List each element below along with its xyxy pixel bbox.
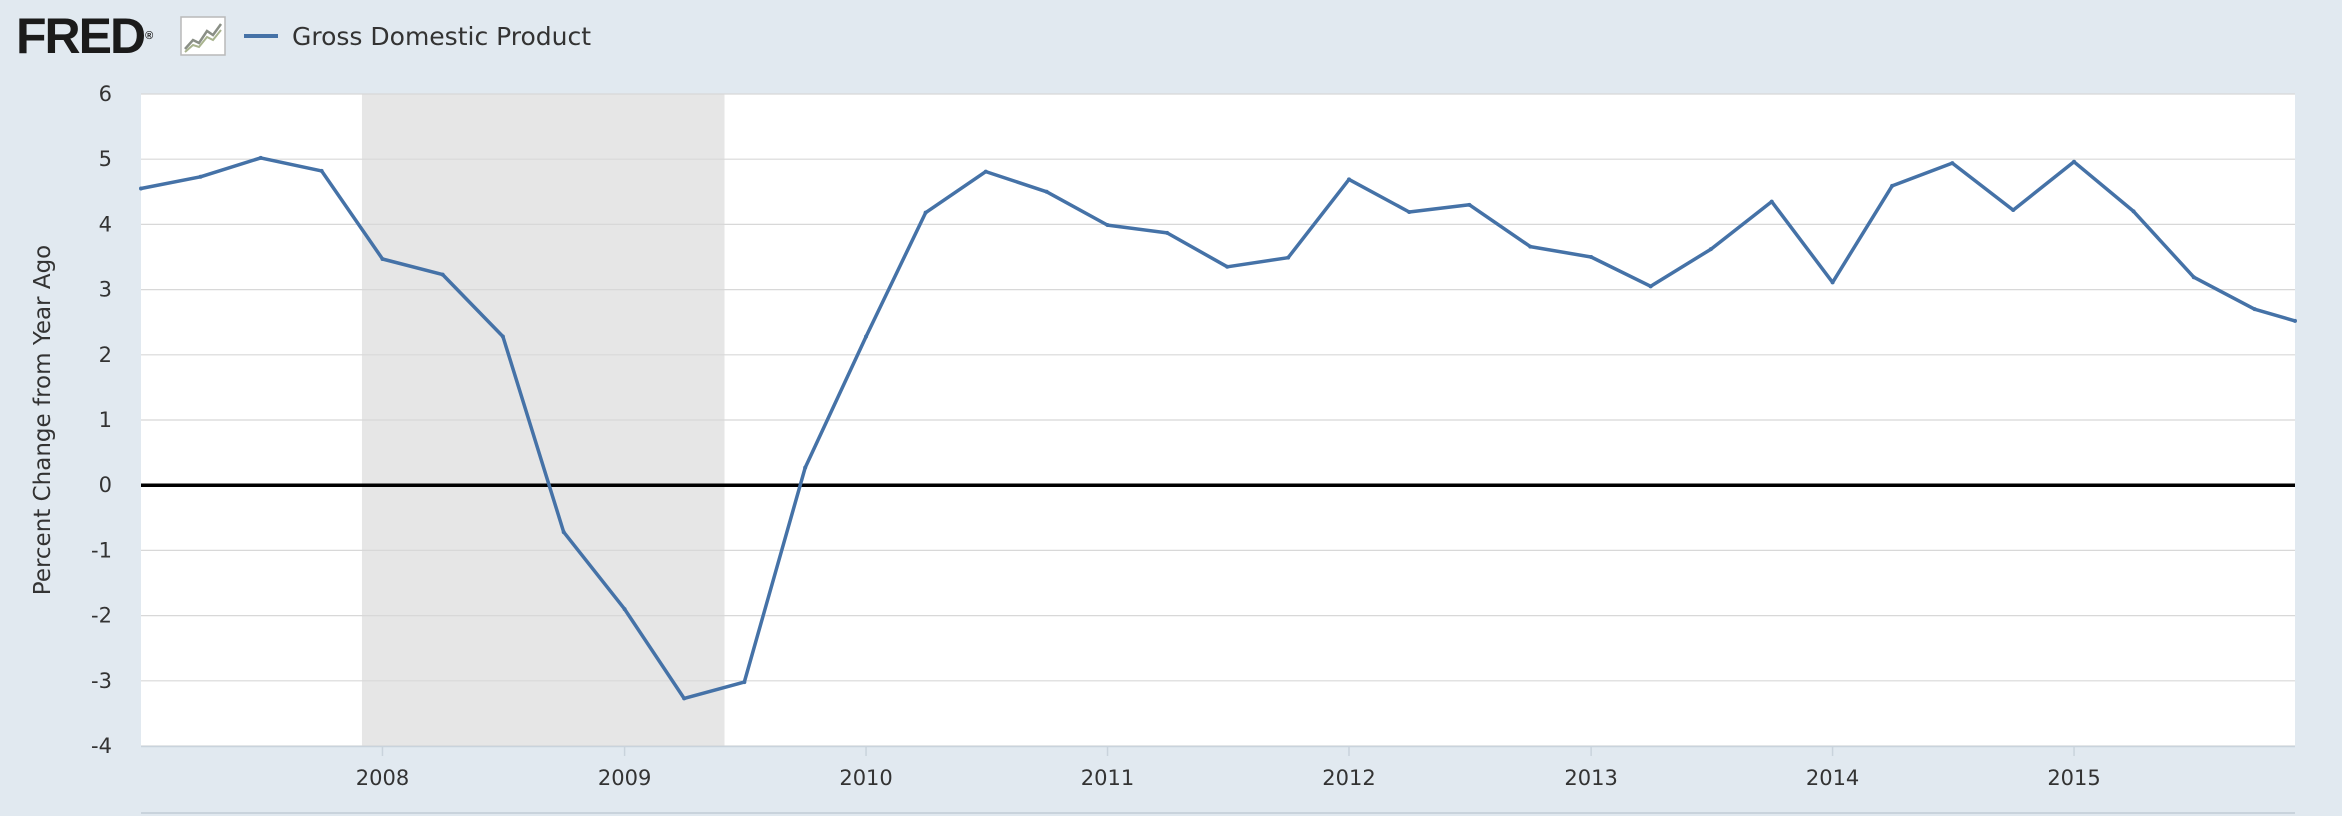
chart-legend[interactable]: Gross Domestic Product	[244, 20, 591, 52]
y-tick-label: 0	[99, 473, 112, 497]
data-point	[1225, 264, 1230, 269]
data-point	[1950, 161, 1955, 166]
data-point	[380, 256, 385, 261]
legend-label: Gross Domestic Product	[292, 21, 592, 51]
data-point	[139, 186, 143, 191]
y-tick-label: -4	[91, 734, 112, 758]
data-point	[1286, 255, 1291, 260]
data-point	[258, 155, 263, 160]
fred-logo-registered-mark: ®	[145, 30, 154, 42]
data-point	[198, 174, 203, 179]
x-tick-label: 2013	[1564, 766, 1617, 790]
y-tick-label: 5	[99, 147, 112, 171]
y-tick-label: 1	[99, 408, 112, 432]
data-point	[983, 169, 988, 174]
y-tick-label: 6	[99, 82, 112, 106]
data-point	[1105, 223, 1110, 228]
data-point	[1769, 199, 1774, 204]
data-point	[1346, 177, 1351, 182]
x-tick-label: 2009	[598, 766, 651, 790]
y-tick-label: -3	[91, 669, 112, 693]
data-point	[2131, 209, 2136, 214]
x-tick-label: 2014	[1806, 766, 1859, 790]
data-point	[2293, 318, 2297, 323]
data-point	[1165, 230, 1170, 235]
x-tick-label: 2010	[839, 766, 892, 790]
x-tick-label: 2008	[356, 766, 409, 790]
data-point	[561, 530, 566, 535]
y-tick-label: 4	[99, 212, 112, 236]
y-tick-label: 3	[99, 278, 112, 302]
data-point	[864, 334, 869, 339]
data-point	[1044, 189, 1049, 194]
chart-line-icon	[180, 16, 226, 56]
data-point	[2072, 159, 2077, 164]
x-tick-label: 2015	[2047, 766, 2100, 790]
data-point	[622, 607, 627, 612]
legend-swatch	[244, 34, 278, 38]
data-point	[1830, 280, 1835, 285]
data-point	[1890, 183, 1895, 188]
y-tick-label: 2	[99, 343, 112, 367]
series-group	[139, 155, 2297, 701]
fred-logo[interactable]: FRED®	[16, 8, 153, 64]
data-point	[1589, 255, 1594, 259]
data-point	[1467, 202, 1472, 207]
x-tick-label: 2012	[1322, 766, 1375, 790]
data-point	[1708, 247, 1713, 252]
x-tick-label: 2011	[1081, 766, 1134, 790]
data-point	[923, 210, 928, 215]
data-point	[1648, 284, 1653, 289]
chart-header: FRED® Gross Domestic Product	[0, 0, 2342, 80]
data-point	[500, 334, 505, 339]
y-tick-label: -2	[91, 604, 112, 628]
data-point	[319, 168, 324, 173]
y-tick-label: -1	[91, 538, 112, 562]
data-point	[742, 680, 747, 685]
data-point	[1407, 210, 1412, 215]
y-axis-title: Percent Change from Year Ago	[30, 245, 56, 595]
fred-logo-text: FRED	[16, 8, 146, 64]
data-point	[1528, 244, 1533, 249]
data-point	[2011, 208, 2016, 213]
data-point	[682, 696, 687, 701]
data-point	[803, 465, 808, 470]
data-point	[2191, 275, 2196, 280]
data-point	[440, 272, 445, 277]
data-point	[2252, 307, 2257, 312]
